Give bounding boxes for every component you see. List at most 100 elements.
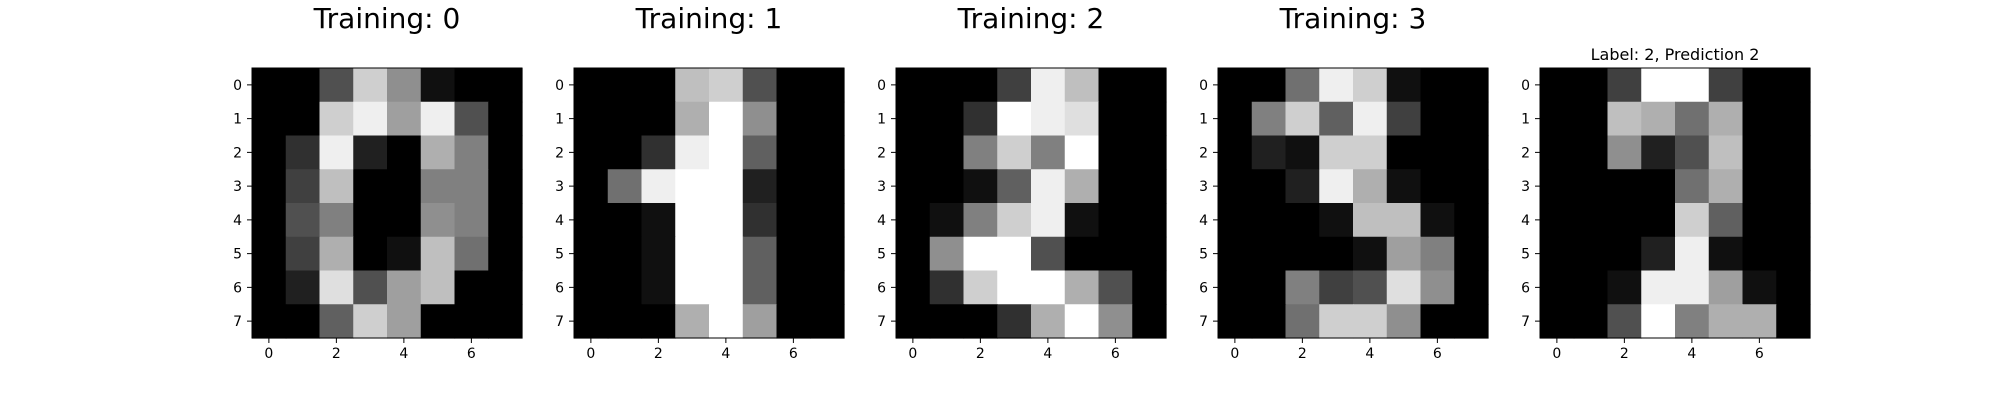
panel-0-pixel-3-5 — [420, 169, 456, 204]
panel-1-frame — [573, 67, 845, 339]
panel-3-pixel-1-4 — [1353, 101, 1388, 137]
panel-4-pixel-4-2 — [1607, 203, 1642, 238]
panel-2-pixel-2-5 — [1064, 135, 1100, 170]
panel-4-pixel-6-4 — [1675, 270, 1710, 305]
panel-4-pixel-6-7 — [1776, 270, 1811, 305]
panel-3-ytick-label-2: 2 — [1199, 145, 1208, 161]
panel-4-pixel-3-3 — [1641, 169, 1676, 204]
panel-2-pixel-0-6 — [1098, 68, 1133, 103]
panel-0-pixel-2-4 — [387, 135, 422, 170]
panel-3-pixel-6-7 — [1454, 270, 1489, 305]
panel-3-pixel-3-5 — [1386, 169, 1422, 204]
panel-4-pixel-0-2 — [1607, 68, 1642, 103]
panel-4-pixel-0-3 — [1641, 68, 1676, 103]
panel-2-pixel-4-0 — [896, 203, 931, 238]
panel-4-ytick-label-6: 6 — [1521, 280, 1530, 296]
panel-1-pixel-0-7 — [810, 68, 845, 103]
panel-0-pixel-4-0 — [252, 203, 287, 238]
panel-1-pixel-1-5 — [742, 101, 778, 137]
panel-3-pixel-6-1 — [1251, 270, 1287, 305]
panel-1-pixel-1-1 — [607, 101, 643, 137]
panel-3-pixel-6-6 — [1420, 270, 1455, 305]
panel-0-pixel-7-3 — [353, 304, 388, 339]
panel-1-pixel-3-0 — [574, 169, 609, 204]
panel-3-pixel-0-3 — [1319, 68, 1354, 103]
panel-3-ytick-label-6: 6 — [1199, 280, 1208, 296]
panel-1-pixel-3-5 — [742, 169, 778, 204]
panel-2-pixel-2-4 — [1031, 135, 1066, 170]
panel-0-pixel-3-6 — [454, 169, 489, 204]
panel-3-pixel-2-1 — [1251, 135, 1287, 170]
panel-0-ytick-label-7: 7 — [233, 314, 242, 330]
panel-3-ytick-label-4: 4 — [1199, 213, 1208, 229]
panel-4-pixel-7-1 — [1573, 304, 1609, 339]
panel-1-pixel-7-7 — [810, 304, 845, 339]
panel-4-xtick-label-1: 2 — [1620, 346, 1629, 362]
panel-2-pixel-2-2 — [963, 135, 998, 170]
panel-4-pixel-2-4 — [1675, 135, 1710, 170]
panel-0-pixel-0-3 — [353, 68, 388, 103]
panel-0-ytick-label-1: 1 — [233, 112, 242, 128]
panel-3-pixel-2-2 — [1285, 135, 1320, 170]
panel-0-pixel-7-1 — [285, 304, 321, 339]
panel-0-xtick-label-2: 4 — [399, 346, 408, 362]
panel-4-pixel-5-5 — [1708, 236, 1744, 272]
panel-0-pixel-5-0 — [252, 236, 287, 272]
panel-1-pixel-4-0 — [574, 203, 609, 238]
panel-0-pixel-3-1 — [285, 169, 321, 204]
panel-2-frame — [895, 67, 1167, 339]
panel-4-pixel-5-3 — [1641, 236, 1676, 272]
panel-1-pixel-6-5 — [742, 270, 778, 305]
panel-2-ytick-label-1: 1 — [877, 112, 886, 128]
panel-3-pixel-0-0 — [1218, 68, 1253, 103]
panel-3-pixel-0-1 — [1251, 68, 1287, 103]
panel-0-ytick-label-0: 0 — [233, 78, 242, 94]
panel-1-pixel-2-1 — [607, 135, 643, 170]
panel-3-pixel-4-7 — [1454, 203, 1489, 238]
panel-3-xtick-label-0: 0 — [1230, 346, 1239, 362]
panel-1-pixel-4-4 — [709, 203, 744, 238]
panel-0-pixel-2-3 — [353, 135, 388, 170]
panel-2-pixel-3-1 — [929, 169, 965, 204]
panel-2-pixel-2-3 — [997, 135, 1032, 170]
panel-4-pixel-6-1 — [1573, 270, 1609, 305]
panel-1-pixel-0-1 — [607, 68, 643, 103]
panel-1-pixel-1-4 — [709, 101, 744, 137]
panel-3-pixel-7-5 — [1386, 304, 1422, 339]
panel-2-pixel-7-5 — [1064, 304, 1100, 339]
panel-4-pixel-1-4 — [1675, 101, 1710, 137]
panel-4-pixel-4-1 — [1573, 203, 1609, 238]
panel-4-pixel-1-3 — [1641, 101, 1676, 137]
panel-4-pixel-0-7 — [1776, 68, 1811, 103]
panel-1: Training: 1 0 2 4 6 0 1 2 3 4 5 6 7 — [555, 2, 845, 362]
panel-2-pixel-0-7 — [1132, 68, 1167, 103]
panel-4-pixel-7-7 — [1776, 304, 1811, 339]
panel-1-pixel-3-4 — [709, 169, 744, 204]
panel-1-ytick-label-2: 2 — [555, 145, 564, 161]
panel-1-pixel-3-2 — [641, 169, 676, 204]
panel-1-pixel-5-7 — [810, 236, 845, 272]
panel-1-pixel-0-3 — [675, 68, 710, 103]
panel-4-pixel-4-4 — [1675, 203, 1710, 238]
panel-4-pixel-4-3 — [1641, 203, 1676, 238]
panel-2-pixel-7-0 — [896, 304, 931, 339]
panel-2-pixel-7-1 — [929, 304, 965, 339]
panel-0-pixel-1-0 — [252, 101, 287, 137]
panel-2-pixel-3-7 — [1132, 169, 1167, 204]
panel-0-pixel-7-2 — [319, 304, 354, 339]
panel-4-pixel-7-3 — [1641, 304, 1676, 339]
panel-0-xtick-label-0: 0 — [264, 346, 273, 362]
panel-3-pixel-2-5 — [1386, 135, 1422, 170]
panel-1-pixel-5-4 — [709, 236, 744, 272]
panel-0-pixel-5-5 — [420, 236, 456, 272]
panel-0-pixel-6-5 — [420, 270, 456, 305]
panel-4-ytick-label-0: 0 — [1521, 78, 1530, 94]
panel-3-pixel-7-6 — [1420, 304, 1455, 339]
panel-0-pixel-4-1 — [285, 203, 321, 238]
panel-1-pixel-1-3 — [675, 101, 710, 137]
panel-2-pixel-2-1 — [929, 135, 965, 170]
panel-4-pixel-6-3 — [1641, 270, 1676, 305]
panel-0-pixel-3-2 — [319, 169, 354, 204]
panel-1-pixel-7-4 — [709, 304, 744, 339]
panel-4-ytick-label-2: 2 — [1521, 145, 1530, 161]
